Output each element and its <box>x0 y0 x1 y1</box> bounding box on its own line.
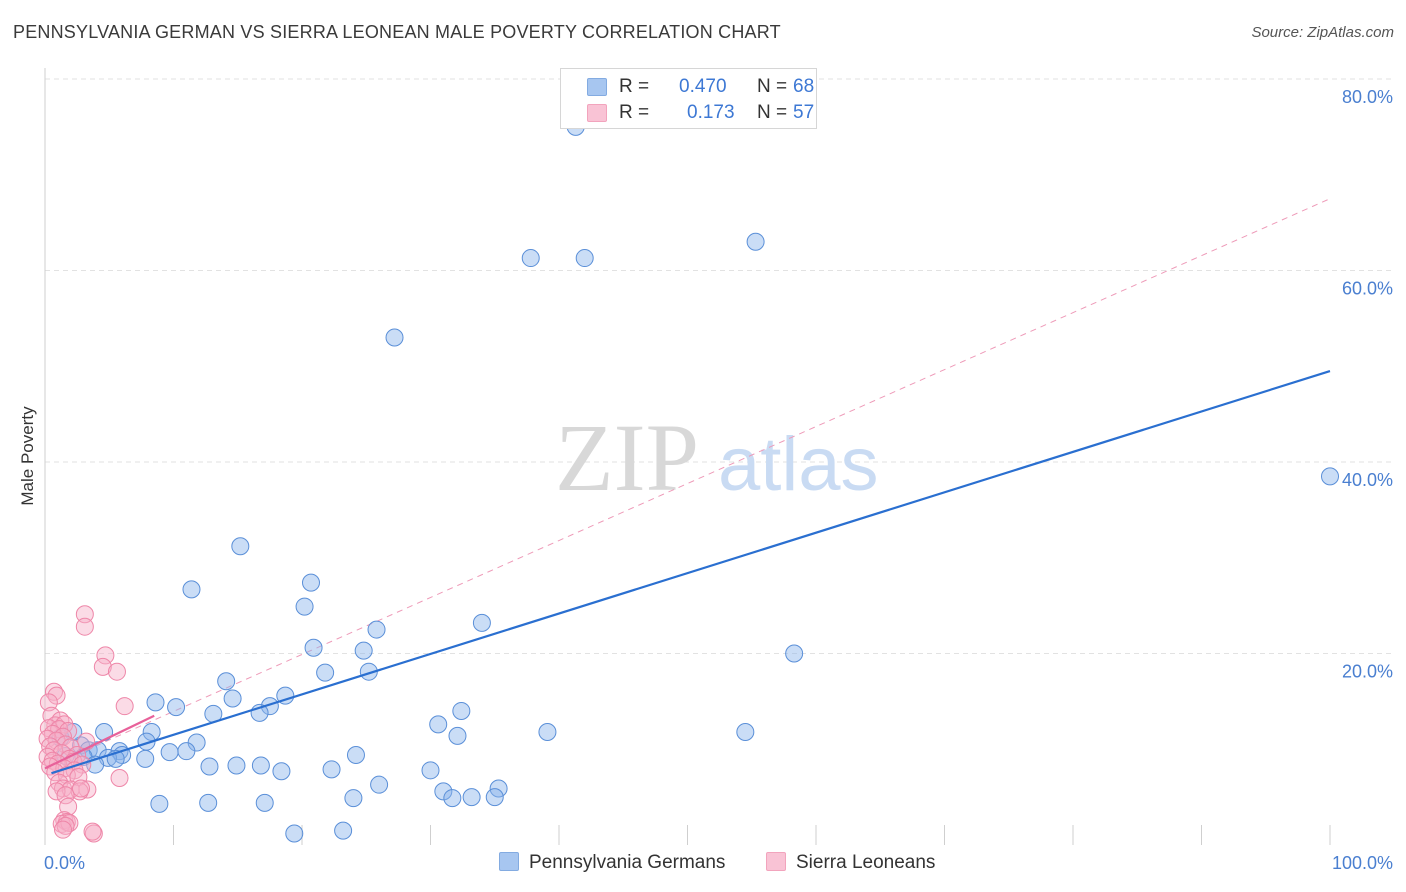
pennsylvania-german-point <box>434 782 453 801</box>
pennsylvania-german-point <box>231 537 250 556</box>
pennsylvania-german-point <box>182 580 201 599</box>
y-tick-label: 20.0% <box>1342 662 1393 682</box>
sierra-leonean-dashed-trend <box>44 198 1331 769</box>
pennsylvania-german-point <box>167 698 186 717</box>
sierra-leonean-point <box>78 780 97 799</box>
pennsylvania-german-point <box>538 723 557 742</box>
legend-r-label: R = <box>619 76 650 97</box>
legend-n-label: N = <box>757 102 788 123</box>
pennsylvania-german-point <box>304 638 323 657</box>
pennsylvania-german-point <box>136 749 155 768</box>
legend-swatch-pink <box>766 852 786 871</box>
y-tick-label: 60.0% <box>1342 279 1393 299</box>
pennsylvania-german-point <box>227 756 246 775</box>
pennsylvania-german-point <box>177 742 196 761</box>
pennsylvania-german-point <box>485 788 504 807</box>
pennsylvania-german-point <box>421 761 440 780</box>
pennsylvania-german-point <box>785 644 804 663</box>
pennsylvania-german-point <box>223 689 242 708</box>
legend-n-value: 57 <box>793 102 815 123</box>
sierra-leonean-point <box>53 820 72 839</box>
sierra-leonean-point <box>75 605 94 624</box>
pennsylvania-german-point <box>429 715 448 734</box>
sierra-leonean-trend-line <box>44 714 155 770</box>
sierra-leonean-point <box>115 697 134 716</box>
chart-source: Source: ZipAtlas.com <box>1251 24 1394 41</box>
sierra-leonean-point <box>47 686 66 705</box>
sierra-leonean-point <box>110 768 129 787</box>
legend-n-label: N = <box>757 76 788 97</box>
pennsylvania-german-trend-line <box>51 369 1331 775</box>
pennsylvania-german-point <box>370 775 389 794</box>
correlation-legend: R = 0.470 N = 68 R = 0.173 N = 57 <box>560 68 817 129</box>
pennsylvania-german-point <box>295 597 314 616</box>
pennsylvania-german-point <box>462 788 481 807</box>
pennsylvania-german-point <box>301 573 320 592</box>
legend-item-pennsylvania-germans: Pennsylvania Germans <box>499 852 725 874</box>
pennsylvania-german-point <box>472 613 491 632</box>
legend-r-value: 0.470 <box>679 76 727 97</box>
sierra-leonean-point <box>56 786 75 805</box>
pennsylvania-german-point <box>448 726 467 745</box>
pennsylvania-german-point <box>160 743 179 762</box>
sierra-leonean-point <box>57 766 76 785</box>
watermark-atlas: atlas <box>718 422 879 507</box>
sierra-leonean-point <box>96 646 115 665</box>
pennsylvania-german-point <box>385 328 404 347</box>
legend-swatch-pink <box>587 104 607 122</box>
legend-label: Sierra Leoneans <box>796 852 936 873</box>
pennsylvania-german-point <box>150 794 169 813</box>
sierra-leonean-point <box>75 617 94 636</box>
legend-label: Pennsylvania Germans <box>529 852 726 873</box>
sierra-leonean-point <box>71 779 90 798</box>
sierra-leonean-point <box>83 822 102 841</box>
pennsylvania-german-point <box>443 789 462 808</box>
sierra-leonean-point <box>39 693 58 712</box>
pennsylvania-german-point <box>322 760 341 779</box>
pennsylvania-german-point <box>575 249 594 268</box>
legend-swatch-blue <box>499 852 519 871</box>
pennsylvania-german-point <box>736 723 755 742</box>
legend-swatch-blue <box>587 78 607 96</box>
y-tick-label: 80.0% <box>1342 87 1393 107</box>
pennsylvania-german-point <box>285 824 304 843</box>
watermark-zip: ZIP <box>555 404 699 511</box>
pennsylvania-german-point <box>367 620 386 639</box>
pennsylvania-german-point <box>251 756 270 775</box>
pennsylvania-german-point <box>334 821 353 840</box>
legend-r-value: 0.173 <box>687 102 735 123</box>
sierra-leonean-point <box>47 782 66 801</box>
sierra-leonean-point <box>93 657 112 676</box>
pennsylvania-german-point <box>217 672 236 691</box>
pennsylvania-german-point <box>1321 467 1339 486</box>
pennsylvania-german-point <box>199 793 218 812</box>
y-tick-label: 40.0% <box>1342 470 1393 490</box>
sierra-leonean-point <box>70 782 89 801</box>
pennsylvania-german-point <box>346 745 365 764</box>
pennsylvania-german-point <box>316 663 335 682</box>
pennsylvania-german-point <box>146 693 165 712</box>
sierra-leonean-point <box>56 735 75 754</box>
pennsylvania-german-point <box>255 793 274 812</box>
sierra-leonean-point <box>59 797 78 816</box>
pennsylvania-german-point <box>344 789 363 808</box>
legend-n-value: 68 <box>793 76 815 97</box>
pennsylvania-german-point <box>521 249 540 268</box>
pennsylvania-german-point <box>272 762 291 781</box>
sierra-leonean-point <box>107 662 126 681</box>
pennsylvania-german-point <box>200 757 219 776</box>
pennsylvania-german-point <box>489 779 508 798</box>
pennsylvania-german-point <box>746 232 765 251</box>
legend-item-sierra-leoneans: Sierra Leoneans <box>766 852 935 874</box>
pennsylvania-german-point <box>354 641 373 660</box>
legend-r-label: R = <box>619 102 650 123</box>
x-tick-label-min: 0.0% <box>44 853 85 873</box>
x-tick-label-max: 100.0% <box>1332 853 1393 873</box>
chart-title: PENNSYLVANIA GERMAN VS SIERRA LEONEAN MA… <box>13 22 781 42</box>
pennsylvania-german-point <box>452 701 471 720</box>
